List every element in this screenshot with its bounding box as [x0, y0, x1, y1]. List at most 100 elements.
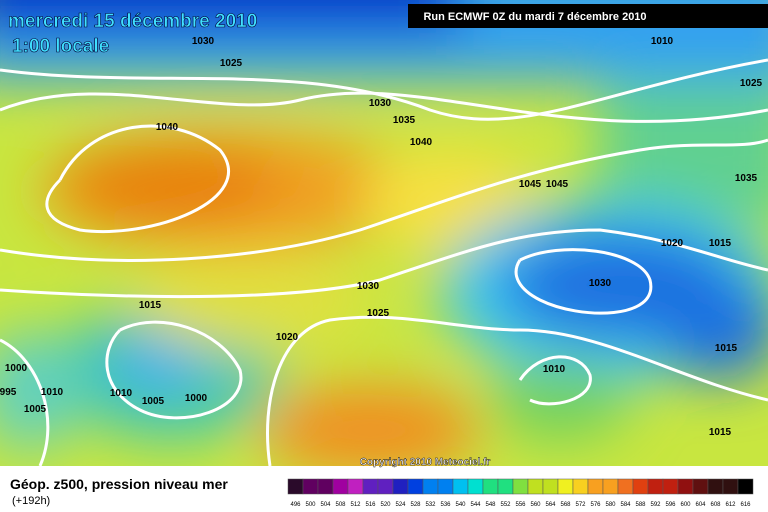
scale-swatch: [677, 478, 694, 495]
scale-label: 520: [380, 502, 391, 508]
scale-label: 572: [575, 502, 586, 508]
footer-lead: (+192h): [12, 495, 50, 507]
copyright: Copyright 2010 Meteociel.fr: [360, 457, 491, 468]
scale-label: 544: [470, 502, 481, 508]
scale-swatch: [287, 478, 304, 495]
scale-swatch: [632, 478, 649, 495]
isobar-label: 1025: [367, 308, 390, 319]
isobar-label: 1005: [142, 396, 165, 407]
scale-label: 504: [320, 502, 331, 508]
map-subtitle: 1:00 locale: [12, 36, 109, 57]
isobar-label: 1030: [589, 278, 612, 289]
scale-swatch: [542, 478, 559, 495]
scale-swatch: [377, 478, 394, 495]
color-scale: 496 500 504 508 512 516 520 524 528 532 536 540 544 5…: [287, 478, 754, 508]
scale-swatch: [437, 478, 454, 495]
isobar-label: 1020: [661, 238, 684, 249]
scale-swatch: [347, 478, 364, 495]
isobar-label: 1010: [543, 364, 566, 375]
isobar-label: 1030: [369, 98, 392, 109]
scale-swatch: [527, 478, 544, 495]
isobar-label: 1000: [5, 363, 28, 374]
isobar-label: 1015: [139, 300, 162, 311]
scale-swatch: [557, 478, 574, 495]
field: [0, 0, 768, 466]
isobar-label: 1025: [740, 78, 763, 89]
scale-label: 612: [725, 502, 736, 508]
isobar-label: 1045: [519, 179, 542, 190]
isobar-label: 1040: [410, 137, 433, 148]
isobar-label: 1015: [715, 343, 738, 354]
isobar-label: 1025: [220, 58, 243, 69]
scale-label: 592: [650, 502, 661, 508]
scale-swatch: [362, 478, 379, 495]
scale-label: 608: [710, 502, 721, 508]
scale-label: 500: [305, 502, 316, 508]
footer-title: Géop. z500, pression niveau mer: [10, 476, 228, 492]
scale-swatch: [452, 478, 469, 495]
scale-swatch: [737, 478, 754, 495]
scale-label: 596: [665, 502, 676, 508]
scale-swatch: [332, 478, 349, 495]
scale-label: 516: [365, 502, 376, 508]
isobar-label: 1010: [110, 388, 133, 399]
scale-label: 532: [425, 502, 436, 508]
scale-label: 528: [410, 502, 421, 508]
scale-label: 604: [695, 502, 706, 508]
scale-label: 564: [545, 502, 556, 508]
scale-swatch: [392, 478, 409, 495]
isobar-label: 1040: [156, 122, 179, 133]
isobar-label: 1030: [192, 36, 215, 47]
scale-swatch: [662, 478, 679, 495]
scale-label: 536: [440, 502, 451, 508]
scale-swatch: [317, 478, 334, 495]
isobar-label: 1010: [651, 36, 674, 47]
scale-swatch: [692, 478, 709, 495]
scale-swatch: [497, 478, 514, 495]
isobar-label: 1005: [24, 404, 47, 415]
isobar-label: 1035: [735, 173, 758, 184]
scale-swatch: [707, 478, 724, 495]
isobar-label: 1020: [276, 332, 299, 343]
scale-label: 580: [605, 502, 616, 508]
scale-swatch: [422, 478, 439, 495]
scale-swatch: [602, 478, 619, 495]
isobar-label: 1015: [709, 238, 732, 249]
scale-swatch: [587, 478, 604, 495]
run-label: Run ECMWF 0Z du mardi 7 décembre 2010: [423, 11, 646, 23]
scale-swatch: [407, 478, 424, 495]
scale-label: 588: [635, 502, 646, 508]
isobar-label: 1045: [546, 179, 569, 190]
isobar-label: 1015: [709, 427, 732, 438]
scale-label: 540: [455, 502, 466, 508]
scale-swatch: [302, 478, 319, 495]
scale-label: 512: [350, 502, 361, 508]
scale-label: 576: [590, 502, 601, 508]
scale-swatch: [617, 478, 634, 495]
scale-label: 556: [515, 502, 526, 508]
scale-label: 600: [680, 502, 691, 508]
scale-swatch: [722, 478, 739, 495]
scale-label: 616: [740, 502, 751, 508]
map-title: mercredi 15 décembre 2010: [8, 11, 257, 32]
scale-label: 560: [530, 502, 541, 508]
scale-swatch: [647, 478, 664, 495]
isobar-label: 1035: [393, 115, 416, 126]
scale-label: 552: [500, 502, 511, 508]
isobar-label: 1010: [41, 387, 64, 398]
scale-swatch: [512, 478, 529, 495]
scale-label: 508: [335, 502, 346, 508]
scale-label: 548: [485, 502, 496, 508]
isobar-label: 1000: [185, 393, 208, 404]
scale-swatch: [482, 478, 499, 495]
scale-label: 584: [620, 502, 631, 508]
scale-label: 568: [560, 502, 571, 508]
isobar-label: 1030: [357, 281, 380, 292]
isobar-label: 995: [0, 387, 17, 398]
scale-label: 496: [290, 502, 301, 508]
run-box: [408, 4, 768, 28]
scale-label: 524: [395, 502, 406, 508]
scale-swatch: [467, 478, 484, 495]
scale-swatch: [572, 478, 589, 495]
